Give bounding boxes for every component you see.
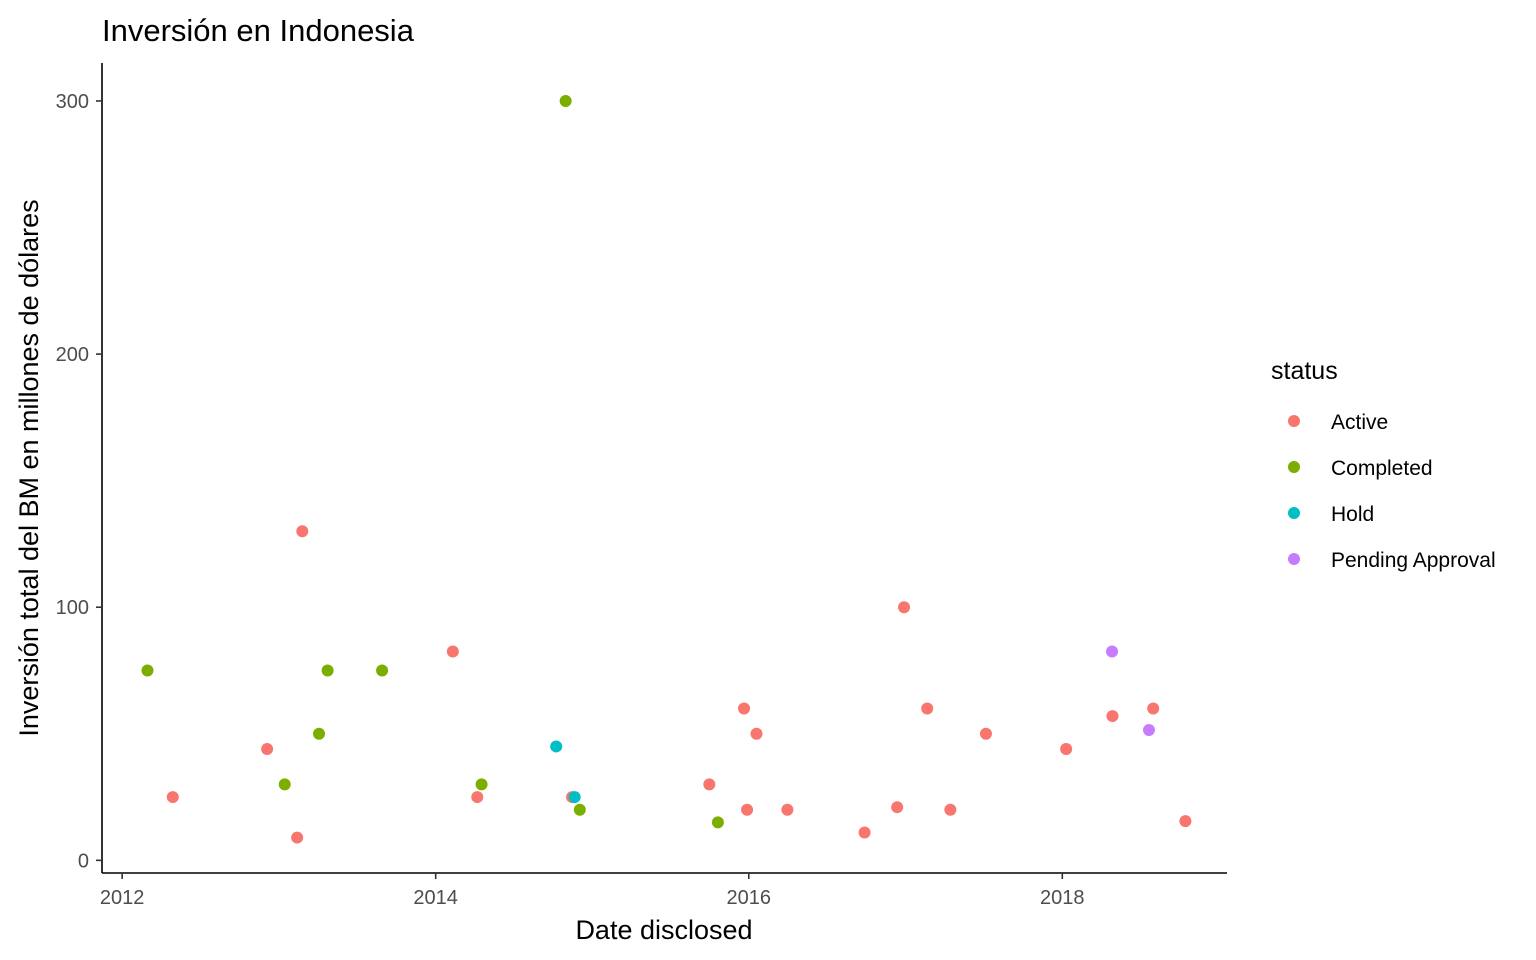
chart-title: Inversión en Indonesia <box>102 13 415 48</box>
point-active <box>291 831 304 844</box>
legend-label-completed: Completed <box>1331 457 1433 480</box>
point-active <box>979 727 992 740</box>
point-active <box>471 791 484 804</box>
y-tick-label: 300 <box>56 91 89 113</box>
point-active <box>1106 710 1119 723</box>
data-points <box>141 94 1192 844</box>
point-active <box>296 525 309 538</box>
x-tick-label: 2012 <box>100 887 145 909</box>
point-active <box>703 778 716 791</box>
x-tick-label: 2018 <box>1040 887 1085 909</box>
legend-label-hold: Hold <box>1331 503 1374 526</box>
y-tick-label: 200 <box>56 344 89 366</box>
point-pending-approval <box>1106 645 1119 658</box>
point-completed <box>278 778 291 791</box>
point-active <box>898 601 911 614</box>
y-tick-label: 0 <box>78 850 89 872</box>
point-active <box>944 803 957 816</box>
x-tick-label: 2016 <box>727 887 772 909</box>
legend-title: status <box>1271 357 1338 385</box>
point-active <box>1060 742 1073 755</box>
plot-panel: 0 100 200 300 2012 2014 2016 2018 <box>56 63 1227 909</box>
y-axis-ticks: 0 100 200 300 <box>56 91 102 872</box>
legend-key-completed <box>1288 461 1300 473</box>
legend: status Active Completed Hold Pending Approv… <box>1271 357 1496 572</box>
point-active <box>891 801 904 814</box>
point-completed <box>313 727 326 740</box>
point-active <box>261 742 274 755</box>
series-pending-approval <box>1106 645 1155 736</box>
legend-label-active: Active <box>1331 411 1388 434</box>
point-completed <box>559 94 572 107</box>
legend-key-pending-approval <box>1288 553 1300 565</box>
series-active <box>166 525 1192 844</box>
legend-label-pending-approval: Pending Approval <box>1331 549 1496 572</box>
point-completed <box>376 664 389 677</box>
point-active <box>858 826 871 839</box>
point-completed <box>141 664 154 677</box>
point-hold <box>550 740 563 753</box>
point-active <box>1179 815 1192 828</box>
point-active <box>1147 702 1160 715</box>
point-completed <box>321 664 334 677</box>
y-axis-title: Inversión total del BM en millones de dó… <box>14 199 44 736</box>
series-completed <box>141 94 724 829</box>
point-active <box>738 702 751 715</box>
point-active <box>781 803 794 816</box>
y-tick-label: 100 <box>56 597 89 619</box>
x-axis-title: Date disclosed <box>575 915 752 945</box>
series-hold <box>550 740 581 804</box>
point-completed <box>573 803 586 816</box>
legend-key-active <box>1288 415 1300 427</box>
point-active <box>446 645 459 658</box>
x-tick-label: 2014 <box>413 887 458 909</box>
point-active <box>921 702 934 715</box>
point-active <box>741 803 754 816</box>
point-pending-approval <box>1142 723 1155 736</box>
point-active <box>750 727 763 740</box>
point-completed <box>475 778 488 791</box>
point-hold <box>568 791 581 804</box>
x-axis-ticks: 2012 2014 2016 2018 <box>100 873 1085 909</box>
point-completed <box>711 816 724 829</box>
legend-key-hold <box>1288 507 1300 519</box>
point-active <box>166 791 179 804</box>
